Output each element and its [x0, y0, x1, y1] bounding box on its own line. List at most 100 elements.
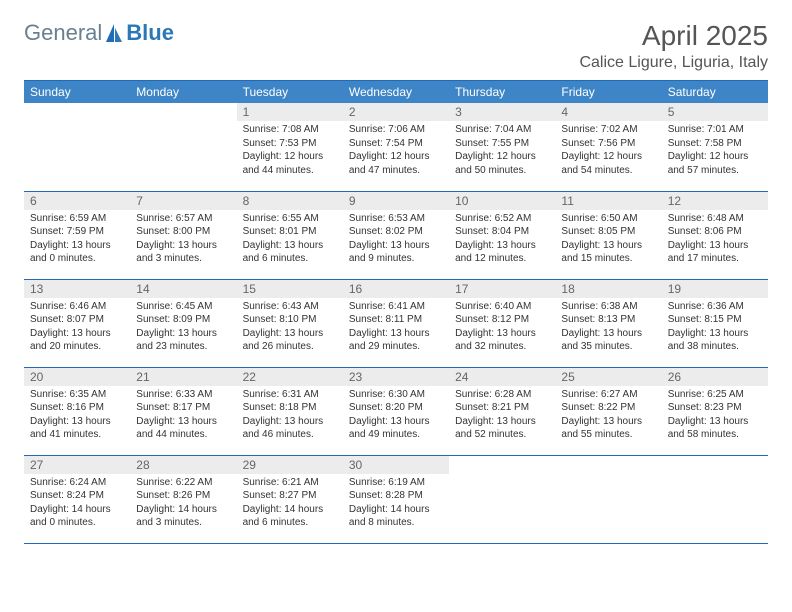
day-details: Sunrise: 6:57 AMSunset: 8:00 PMDaylight:…	[130, 210, 236, 270]
day-number: 30	[343, 456, 449, 474]
day-number: 6	[24, 192, 130, 210]
calendar-cell: 21Sunrise: 6:33 AMSunset: 8:17 PMDayligh…	[130, 367, 236, 455]
calendar-cell: 26Sunrise: 6:25 AMSunset: 8:23 PMDayligh…	[662, 367, 768, 455]
sunset-text: Sunset: 8:05 PM	[561, 225, 655, 239]
sunrise-text: Sunrise: 6:30 AM	[349, 388, 443, 402]
calendar-cell: 14Sunrise: 6:45 AMSunset: 8:09 PMDayligh…	[130, 279, 236, 367]
sunset-text: Sunset: 8:23 PM	[668, 401, 762, 415]
calendar-cell: 20Sunrise: 6:35 AMSunset: 8:16 PMDayligh…	[24, 367, 130, 455]
day-details: Sunrise: 6:21 AMSunset: 8:27 PMDaylight:…	[237, 474, 343, 534]
day-number: 17	[449, 280, 555, 298]
day-details: Sunrise: 6:19 AMSunset: 8:28 PMDaylight:…	[343, 474, 449, 534]
sunset-text: Sunset: 8:15 PM	[668, 313, 762, 327]
calendar-row: 13Sunrise: 6:46 AMSunset: 8:07 PMDayligh…	[24, 279, 768, 367]
sunset-text: Sunset: 7:59 PM	[30, 225, 124, 239]
sunset-text: Sunset: 7:53 PM	[243, 137, 337, 151]
sunset-text: Sunset: 8:22 PM	[561, 401, 655, 415]
day-details: Sunrise: 6:27 AMSunset: 8:22 PMDaylight:…	[555, 386, 661, 446]
calendar-cell: 17Sunrise: 6:40 AMSunset: 8:12 PMDayligh…	[449, 279, 555, 367]
brand-logo: General Blue	[24, 20, 174, 46]
calendar-cell: 2Sunrise: 7:06 AMSunset: 7:54 PMDaylight…	[343, 103, 449, 191]
calendar-table: SundayMondayTuesdayWednesdayThursdayFrid…	[24, 80, 768, 544]
sunset-text: Sunset: 8:01 PM	[243, 225, 337, 239]
weekday-header: Saturday	[662, 81, 768, 104]
day-details: Sunrise: 6:28 AMSunset: 8:21 PMDaylight:…	[449, 386, 555, 446]
day-details: Sunrise: 6:46 AMSunset: 8:07 PMDaylight:…	[24, 298, 130, 358]
sunrise-text: Sunrise: 6:45 AM	[136, 300, 230, 314]
daylight-text: Daylight: 13 hours and 44 minutes.	[136, 415, 230, 442]
sunrise-text: Sunrise: 6:27 AM	[561, 388, 655, 402]
day-details: Sunrise: 6:24 AMSunset: 8:24 PMDaylight:…	[24, 474, 130, 534]
day-number: 16	[343, 280, 449, 298]
daylight-text: Daylight: 13 hours and 46 minutes.	[243, 415, 337, 442]
calendar-cell: 22Sunrise: 6:31 AMSunset: 8:18 PMDayligh…	[237, 367, 343, 455]
sunset-text: Sunset: 8:04 PM	[455, 225, 549, 239]
daylight-text: Daylight: 13 hours and 55 minutes.	[561, 415, 655, 442]
brand-part2: Blue	[126, 20, 174, 46]
sunset-text: Sunset: 8:24 PM	[30, 489, 124, 503]
sunrise-text: Sunrise: 6:38 AM	[561, 300, 655, 314]
calendar-cell: 27Sunrise: 6:24 AMSunset: 8:24 PMDayligh…	[24, 455, 130, 543]
daylight-text: Daylight: 13 hours and 52 minutes.	[455, 415, 549, 442]
calendar-cell: 4Sunrise: 7:02 AMSunset: 7:56 PMDaylight…	[555, 103, 661, 191]
day-number: 23	[343, 368, 449, 386]
daylight-text: Daylight: 12 hours and 57 minutes.	[668, 150, 762, 177]
weekday-header: Monday	[130, 81, 236, 104]
calendar-cell: ..	[24, 103, 130, 191]
calendar-cell: 3Sunrise: 7:04 AMSunset: 7:55 PMDaylight…	[449, 103, 555, 191]
calendar-cell: ..	[662, 455, 768, 543]
calendar-body: ....1Sunrise: 7:08 AMSunset: 7:53 PMDayl…	[24, 103, 768, 543]
sunset-text: Sunset: 8:06 PM	[668, 225, 762, 239]
day-details: Sunrise: 6:33 AMSunset: 8:17 PMDaylight:…	[130, 386, 236, 446]
daylight-text: Daylight: 13 hours and 23 minutes.	[136, 327, 230, 354]
day-number: 12	[662, 192, 768, 210]
calendar-cell: 13Sunrise: 6:46 AMSunset: 8:07 PMDayligh…	[24, 279, 130, 367]
sunrise-text: Sunrise: 6:33 AM	[136, 388, 230, 402]
sunset-text: Sunset: 8:09 PM	[136, 313, 230, 327]
sunrise-text: Sunrise: 6:21 AM	[243, 476, 337, 490]
day-details: Sunrise: 7:02 AMSunset: 7:56 PMDaylight:…	[555, 121, 661, 181]
weekday-header: Tuesday	[237, 81, 343, 104]
day-number: 21	[130, 368, 236, 386]
sunset-text: Sunset: 8:13 PM	[561, 313, 655, 327]
weekday-header: Thursday	[449, 81, 555, 104]
sunrise-text: Sunrise: 6:46 AM	[30, 300, 124, 314]
day-details: Sunrise: 6:53 AMSunset: 8:02 PMDaylight:…	[343, 210, 449, 270]
weekday-header: Friday	[555, 81, 661, 104]
day-number: 24	[449, 368, 555, 386]
day-number: 14	[130, 280, 236, 298]
day-details: Sunrise: 6:45 AMSunset: 8:09 PMDaylight:…	[130, 298, 236, 358]
day-details: Sunrise: 7:08 AMSunset: 7:53 PMDaylight:…	[237, 121, 343, 181]
sunrise-text: Sunrise: 6:36 AM	[668, 300, 762, 314]
day-number: 9	[343, 192, 449, 210]
daylight-text: Daylight: 14 hours and 0 minutes.	[30, 503, 124, 530]
day-number: 3	[449, 103, 555, 121]
daylight-text: Daylight: 13 hours and 12 minutes.	[455, 239, 549, 266]
day-details: Sunrise: 6:59 AMSunset: 7:59 PMDaylight:…	[24, 210, 130, 270]
sunset-text: Sunset: 8:12 PM	[455, 313, 549, 327]
sunrise-text: Sunrise: 6:25 AM	[668, 388, 762, 402]
calendar-cell: 8Sunrise: 6:55 AMSunset: 8:01 PMDaylight…	[237, 191, 343, 279]
daylight-text: Daylight: 13 hours and 9 minutes.	[349, 239, 443, 266]
sunset-text: Sunset: 7:56 PM	[561, 137, 655, 151]
calendar-cell: 23Sunrise: 6:30 AMSunset: 8:20 PMDayligh…	[343, 367, 449, 455]
daylight-text: Daylight: 12 hours and 44 minutes.	[243, 150, 337, 177]
daylight-text: Daylight: 14 hours and 8 minutes.	[349, 503, 443, 530]
day-number: 7	[130, 192, 236, 210]
calendar-cell: 25Sunrise: 6:27 AMSunset: 8:22 PMDayligh…	[555, 367, 661, 455]
daylight-text: Daylight: 13 hours and 32 minutes.	[455, 327, 549, 354]
day-details: Sunrise: 6:43 AMSunset: 8:10 PMDaylight:…	[237, 298, 343, 358]
day-number: 15	[237, 280, 343, 298]
day-number: 5	[662, 103, 768, 121]
day-details: Sunrise: 6:52 AMSunset: 8:04 PMDaylight:…	[449, 210, 555, 270]
day-number: 25	[555, 368, 661, 386]
day-details: Sunrise: 6:30 AMSunset: 8:20 PMDaylight:…	[343, 386, 449, 446]
daylight-text: Daylight: 13 hours and 58 minutes.	[668, 415, 762, 442]
day-number: 29	[237, 456, 343, 474]
sunset-text: Sunset: 8:16 PM	[30, 401, 124, 415]
location-label: Calice Ligure, Liguria, Italy	[579, 54, 768, 72]
calendar-cell: 19Sunrise: 6:36 AMSunset: 8:15 PMDayligh…	[662, 279, 768, 367]
sunset-text: Sunset: 8:18 PM	[243, 401, 337, 415]
sunrise-text: Sunrise: 6:55 AM	[243, 212, 337, 226]
day-number: 28	[130, 456, 236, 474]
